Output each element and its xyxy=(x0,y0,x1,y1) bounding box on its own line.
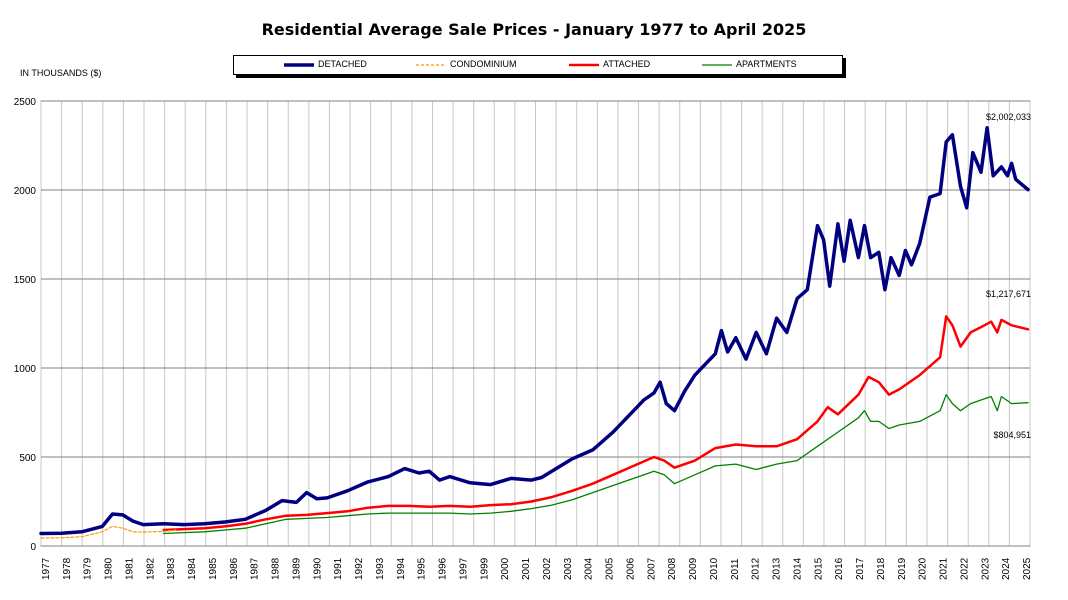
x-tick-label: 2009 xyxy=(688,557,699,580)
x-tick-label: 1989 xyxy=(291,557,302,580)
x-tick-label: 2018 xyxy=(876,557,887,580)
chart-title: Residential Average Sale Prices - Januar… xyxy=(261,20,807,39)
x-tick-label: 2002 xyxy=(542,557,553,580)
x-tick-label: 2022 xyxy=(959,557,970,580)
x-tick-label: 2008 xyxy=(667,557,678,580)
x-tick-label: 2020 xyxy=(918,557,929,580)
x-tick-label: 1985 xyxy=(208,557,219,580)
legend-label-detached: DETACHED xyxy=(318,59,367,69)
x-tick-label: 2023 xyxy=(980,557,991,580)
vertical-gridlines xyxy=(40,101,1031,546)
x-tick-label: 2001 xyxy=(521,557,532,580)
y-tick-label: 500 xyxy=(19,453,36,464)
series-line-apartments xyxy=(162,394,1029,535)
x-tick-label: 2019 xyxy=(897,557,908,580)
x-tick-label: 1977 xyxy=(41,557,52,580)
x-tick-label: 1984 xyxy=(187,557,198,580)
y-tick-label: 2000 xyxy=(14,186,37,197)
series-line-condominium xyxy=(40,525,177,539)
x-tick-label: 1997 xyxy=(458,557,469,580)
x-tick-label: 2024 xyxy=(1001,557,1012,580)
x-tick-label: 2012 xyxy=(751,557,762,580)
x-tick-label: 1993 xyxy=(375,557,386,580)
legend-label-attached: ATTACHED xyxy=(603,59,651,69)
x-tick-label: 2016 xyxy=(834,557,845,580)
y-axis-label: IN THOUSANDS ($) xyxy=(20,68,102,78)
legend-swatch-detached xyxy=(284,63,314,67)
x-tick-label: 2015 xyxy=(813,557,824,580)
x-tick-label: 1978 xyxy=(62,557,73,580)
x-tick-label: 1982 xyxy=(145,557,156,580)
x-tick-label: 1983 xyxy=(166,557,177,580)
x-tick-label: 1981 xyxy=(124,557,135,580)
x-tick-label: 1992 xyxy=(354,557,365,580)
series-lines xyxy=(39,125,1030,539)
x-tick-label: 2017 xyxy=(855,557,866,580)
x-tick-label: 2006 xyxy=(625,557,636,580)
legend-label-condominium: CONDOMINIUM xyxy=(450,59,517,69)
x-tick-labels: 1977 1978 1979 1980 1981 1982 1983 1984 1985 1986… xyxy=(41,557,1033,580)
y-tick-label: 0 xyxy=(30,542,36,553)
x-tick-label: 1986 xyxy=(229,557,240,580)
legend-swatch-condominium xyxy=(416,64,446,66)
legend-swatch-apartments xyxy=(702,64,732,66)
x-tick-label: 1999 xyxy=(479,557,490,580)
x-tick-label: 2003 xyxy=(563,557,574,580)
y-tick-label: 1000 xyxy=(14,364,37,375)
x-tick-label: 1987 xyxy=(250,557,261,580)
x-tick-label: 1995 xyxy=(417,557,428,580)
series-line-attached xyxy=(162,315,1030,532)
x-tick-label: 1979 xyxy=(83,557,94,580)
series-line-detached xyxy=(39,125,1030,536)
x-tick-label: 2010 xyxy=(709,557,720,580)
x-tick-label: 1990 xyxy=(312,557,323,580)
legend-swatch-attached xyxy=(569,63,599,67)
x-tick-label: 1994 xyxy=(396,557,407,580)
y-tick-labels: 0 500 1000 1500 2000 2500 xyxy=(14,97,37,553)
horizontal-gridlines xyxy=(41,100,1030,547)
x-tick-label: 2000 xyxy=(500,557,511,580)
x-tick-label: 2021 xyxy=(939,557,950,580)
x-tick-label: 2007 xyxy=(646,557,657,580)
x-tick-label: 1980 xyxy=(104,557,115,580)
y-tick-label: 1500 xyxy=(14,275,37,286)
x-tick-label: 2025 xyxy=(1022,557,1033,580)
x-tick-label: 2013 xyxy=(772,557,783,580)
x-tick-label: 1996 xyxy=(438,557,449,580)
x-tick-label: 1988 xyxy=(271,557,282,580)
y-tick-label: 2500 xyxy=(14,97,37,108)
x-tick-label: 2014 xyxy=(792,557,803,580)
x-tick-label: 2011 xyxy=(730,558,741,580)
x-tick-label: 2005 xyxy=(605,557,616,580)
annotation-attached-last: $1,217,671 xyxy=(986,289,1031,299)
legend-label-apartments: APARTMENTS xyxy=(736,59,797,69)
annotation-apartments-last: $804,951 xyxy=(993,430,1031,440)
x-tick-label: 1991 xyxy=(333,557,344,580)
legend: DETACHED CONDOMINIUM ATTACHED APARTMENTS xyxy=(233,55,843,75)
annotation-detached-last: $2,002,033 xyxy=(986,112,1031,122)
x-tick-label: 2004 xyxy=(584,557,595,580)
